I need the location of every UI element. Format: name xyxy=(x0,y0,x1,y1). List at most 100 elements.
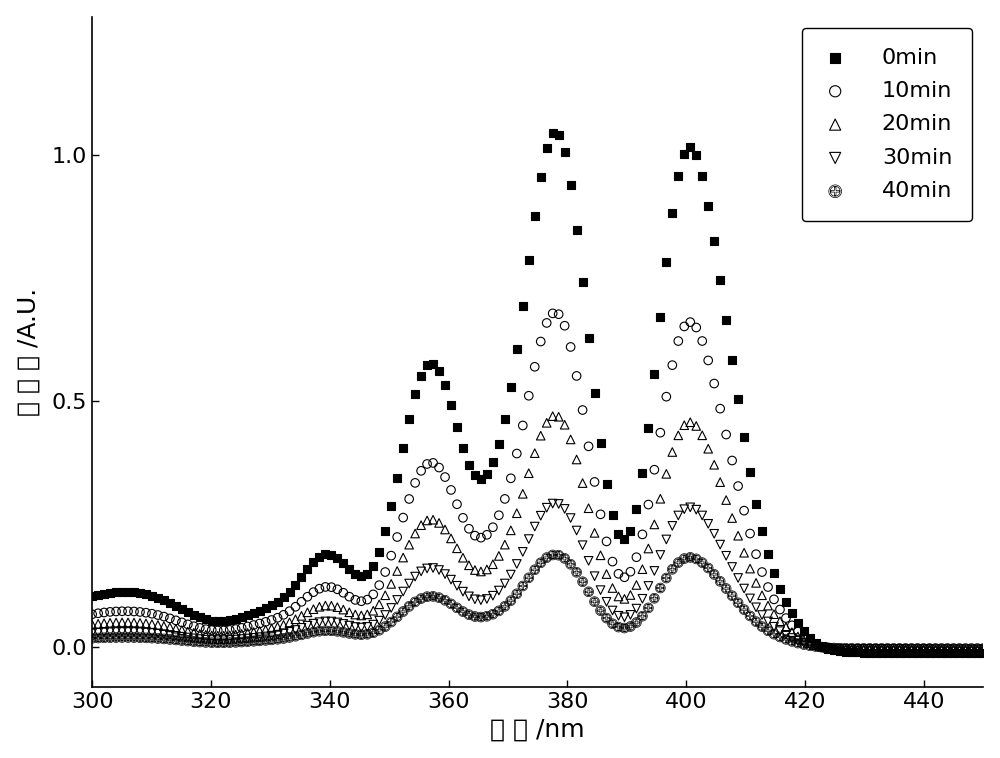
40min xyxy=(365,627,381,639)
10min xyxy=(640,499,656,511)
0min xyxy=(826,644,842,656)
0min xyxy=(605,509,621,522)
30min xyxy=(150,628,166,640)
Legend: 0min, 10min, 20min, 30min, 40min: 0min, 10min, 20min, 30min, 40min xyxy=(802,28,972,221)
30min xyxy=(581,555,597,567)
30min xyxy=(359,621,375,633)
0min xyxy=(563,179,579,191)
40min xyxy=(957,643,973,655)
10min xyxy=(933,645,949,657)
0min xyxy=(216,615,232,628)
20min xyxy=(664,446,680,458)
40min xyxy=(96,631,112,644)
40min xyxy=(748,615,764,628)
30min xyxy=(437,568,453,580)
40min xyxy=(371,624,387,636)
40min xyxy=(575,575,591,587)
0min xyxy=(389,471,405,484)
40min xyxy=(174,634,190,647)
0min xyxy=(736,431,752,443)
0min xyxy=(688,149,704,161)
30min xyxy=(132,626,148,638)
40min xyxy=(120,631,136,644)
40min xyxy=(718,582,734,594)
0min xyxy=(646,368,662,380)
10min xyxy=(742,528,758,540)
10min xyxy=(455,512,471,524)
10min xyxy=(180,619,196,631)
30min xyxy=(335,618,351,630)
30min xyxy=(395,585,411,597)
30min xyxy=(240,632,256,644)
10min xyxy=(569,370,585,382)
20min xyxy=(329,601,345,613)
20min xyxy=(407,528,423,540)
40min xyxy=(282,631,298,644)
30min xyxy=(772,625,788,637)
0min xyxy=(491,438,507,450)
10min xyxy=(587,476,603,488)
0min xyxy=(724,354,740,366)
40min xyxy=(742,610,758,622)
40min xyxy=(228,636,244,648)
10min xyxy=(904,645,920,657)
10min xyxy=(437,471,453,483)
0min xyxy=(222,614,238,626)
20min xyxy=(832,644,848,656)
20min xyxy=(634,563,650,575)
40min xyxy=(491,605,507,617)
20min xyxy=(102,617,118,629)
40min xyxy=(622,621,638,633)
20min xyxy=(676,419,692,431)
0min xyxy=(766,568,782,580)
40min xyxy=(862,642,878,654)
10min xyxy=(694,335,710,347)
20min xyxy=(945,644,961,656)
30min xyxy=(389,594,405,606)
30min xyxy=(838,643,854,655)
20min xyxy=(587,527,603,539)
10min xyxy=(204,624,220,636)
30min xyxy=(527,521,543,533)
40min xyxy=(939,643,955,655)
0min xyxy=(772,583,788,595)
0min xyxy=(850,647,866,659)
30min xyxy=(287,624,303,636)
40min xyxy=(270,633,286,645)
0min xyxy=(425,358,441,370)
10min xyxy=(192,622,208,634)
0min xyxy=(174,603,190,615)
0min xyxy=(234,611,250,623)
20min xyxy=(144,618,160,630)
30min xyxy=(628,603,644,615)
40min xyxy=(407,596,423,608)
10min xyxy=(132,606,148,618)
20min xyxy=(258,624,274,636)
30min xyxy=(652,549,668,561)
0min xyxy=(138,588,154,600)
10min xyxy=(383,550,399,562)
20min xyxy=(700,443,716,455)
20min xyxy=(796,634,812,646)
0min xyxy=(910,647,926,659)
30min xyxy=(96,626,112,638)
30min xyxy=(898,643,914,655)
30min xyxy=(856,643,872,655)
30min xyxy=(186,632,202,644)
30min xyxy=(108,626,124,638)
30min xyxy=(688,503,704,515)
20min xyxy=(515,487,531,500)
40min xyxy=(293,629,309,641)
30min xyxy=(796,637,812,649)
40min xyxy=(664,563,680,575)
0min xyxy=(844,647,860,659)
10min xyxy=(509,447,525,459)
30min xyxy=(521,533,537,545)
0min xyxy=(814,641,830,653)
20min xyxy=(299,606,315,619)
30min xyxy=(957,643,973,655)
30min xyxy=(413,565,429,578)
0min xyxy=(904,647,920,659)
40min xyxy=(419,590,435,603)
40min xyxy=(628,616,644,628)
